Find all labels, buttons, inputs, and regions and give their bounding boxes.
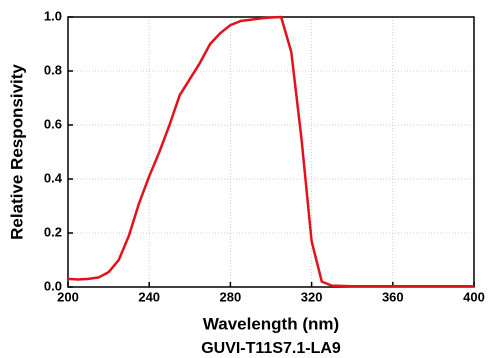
x-tick-label: 360 xyxy=(382,289,404,304)
y-tick-label: 0.6 xyxy=(44,116,62,131)
y-axis-label: Relative Responsivity xyxy=(7,64,26,240)
y-tick-label: 1.0 xyxy=(44,8,62,23)
x-tick-label: 400 xyxy=(463,289,485,304)
x-tick-label: 320 xyxy=(301,289,323,304)
x-tick-label: 240 xyxy=(138,289,160,304)
y-tick-label: 0.8 xyxy=(44,62,62,77)
x-axis-label: Wavelength (nm) xyxy=(203,314,339,333)
caption: GUVI-T11S7.1-LA9 xyxy=(201,340,341,357)
y-tick-label: 0.4 xyxy=(44,170,63,185)
line-series xyxy=(67,15,474,288)
x-tick-label: 280 xyxy=(220,289,242,304)
y-tick-label: 0.2 xyxy=(44,224,62,239)
x-tick-label: 200 xyxy=(57,289,79,304)
y-tick-label: 0.0 xyxy=(44,278,62,293)
plot-frame xyxy=(67,16,475,288)
